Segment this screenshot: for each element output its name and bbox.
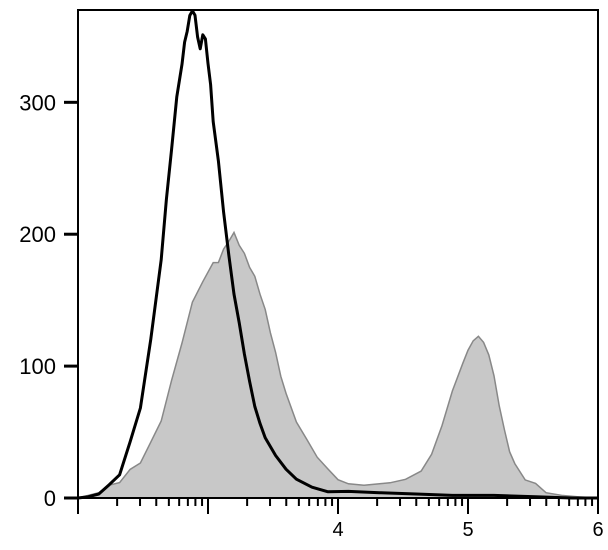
svg-text:4: 4 — [332, 519, 343, 541]
svg-text:300: 300 — [19, 90, 56, 115]
svg-text:200: 200 — [19, 222, 56, 247]
svg-text:6: 6 — [592, 519, 603, 541]
histogram-chart: 0 100 200 300 4 5 6 — [0, 0, 608, 545]
chart-svg: 0 100 200 300 4 5 6 — [0, 0, 608, 545]
svg-text:0: 0 — [44, 486, 56, 511]
svg-text:5: 5 — [462, 519, 473, 541]
svg-text:100: 100 — [19, 354, 56, 379]
